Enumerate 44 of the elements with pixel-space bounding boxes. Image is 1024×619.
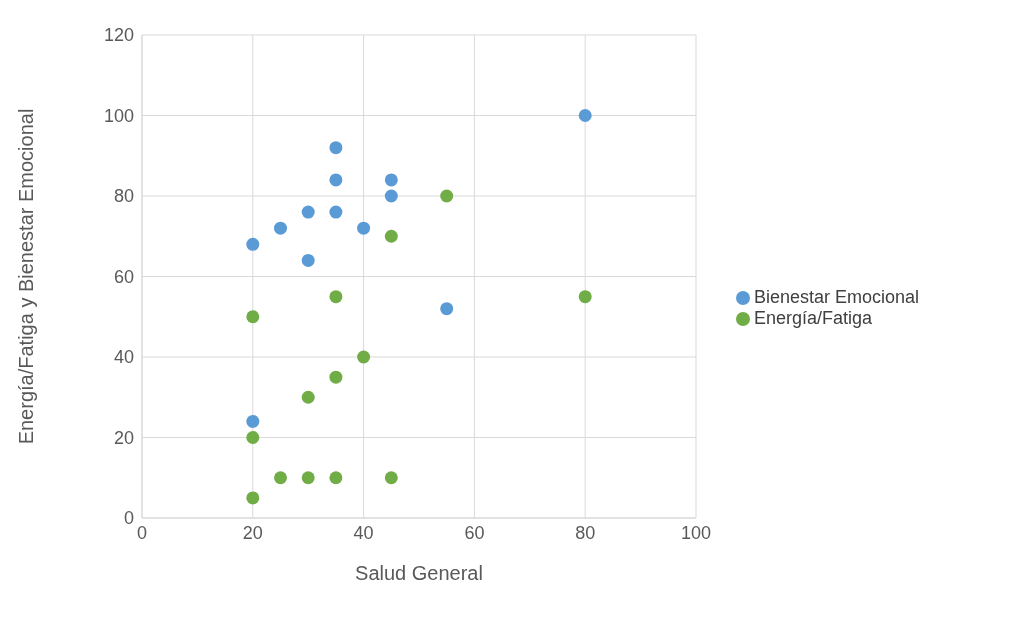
y-tick-label: 80	[113, 186, 134, 207]
point	[329, 471, 343, 485]
x-tick-label: 80	[575, 522, 596, 543]
x-tick-label: 40	[353, 522, 374, 543]
y-axis-title: Energía/Fatiga y Bienestar Emocional	[15, 108, 38, 445]
point	[329, 205, 343, 219]
point	[329, 370, 343, 384]
point	[384, 189, 398, 203]
x-tick-label: 60	[464, 522, 485, 543]
point	[384, 471, 398, 485]
y-tick-label: 20	[113, 427, 134, 448]
y-tick-label: 120	[103, 25, 134, 46]
point	[246, 491, 260, 505]
point	[329, 141, 343, 155]
point	[301, 253, 315, 267]
point	[384, 229, 398, 243]
point	[274, 471, 287, 485]
y-tick-label: 0	[123, 508, 134, 529]
point	[329, 290, 343, 304]
x-tick-label: 0	[136, 522, 148, 543]
legend-label: Bienestar Emocional	[754, 287, 920, 307]
legend-label: Energía/Fatiga	[754, 308, 873, 328]
point	[440, 189, 454, 203]
point	[301, 471, 315, 485]
point	[246, 431, 260, 444]
x-axis-title: Salud General	[355, 562, 483, 584]
point	[301, 205, 315, 219]
y-tick-label: 60	[113, 266, 134, 287]
point	[384, 173, 398, 187]
point	[440, 302, 454, 316]
point	[246, 414, 260, 428]
point	[357, 350, 371, 364]
point	[578, 109, 592, 122]
point	[329, 173, 343, 187]
point	[246, 310, 260, 324]
point	[301, 390, 315, 404]
point	[578, 290, 592, 304]
point	[357, 221, 371, 235]
x-tick-label: 20	[242, 522, 263, 543]
x-tick-label: 100	[680, 522, 712, 543]
y-tick-label: 40	[113, 347, 134, 368]
y-tick-label: 100	[103, 105, 134, 126]
point	[274, 221, 287, 235]
point	[246, 237, 260, 251]
